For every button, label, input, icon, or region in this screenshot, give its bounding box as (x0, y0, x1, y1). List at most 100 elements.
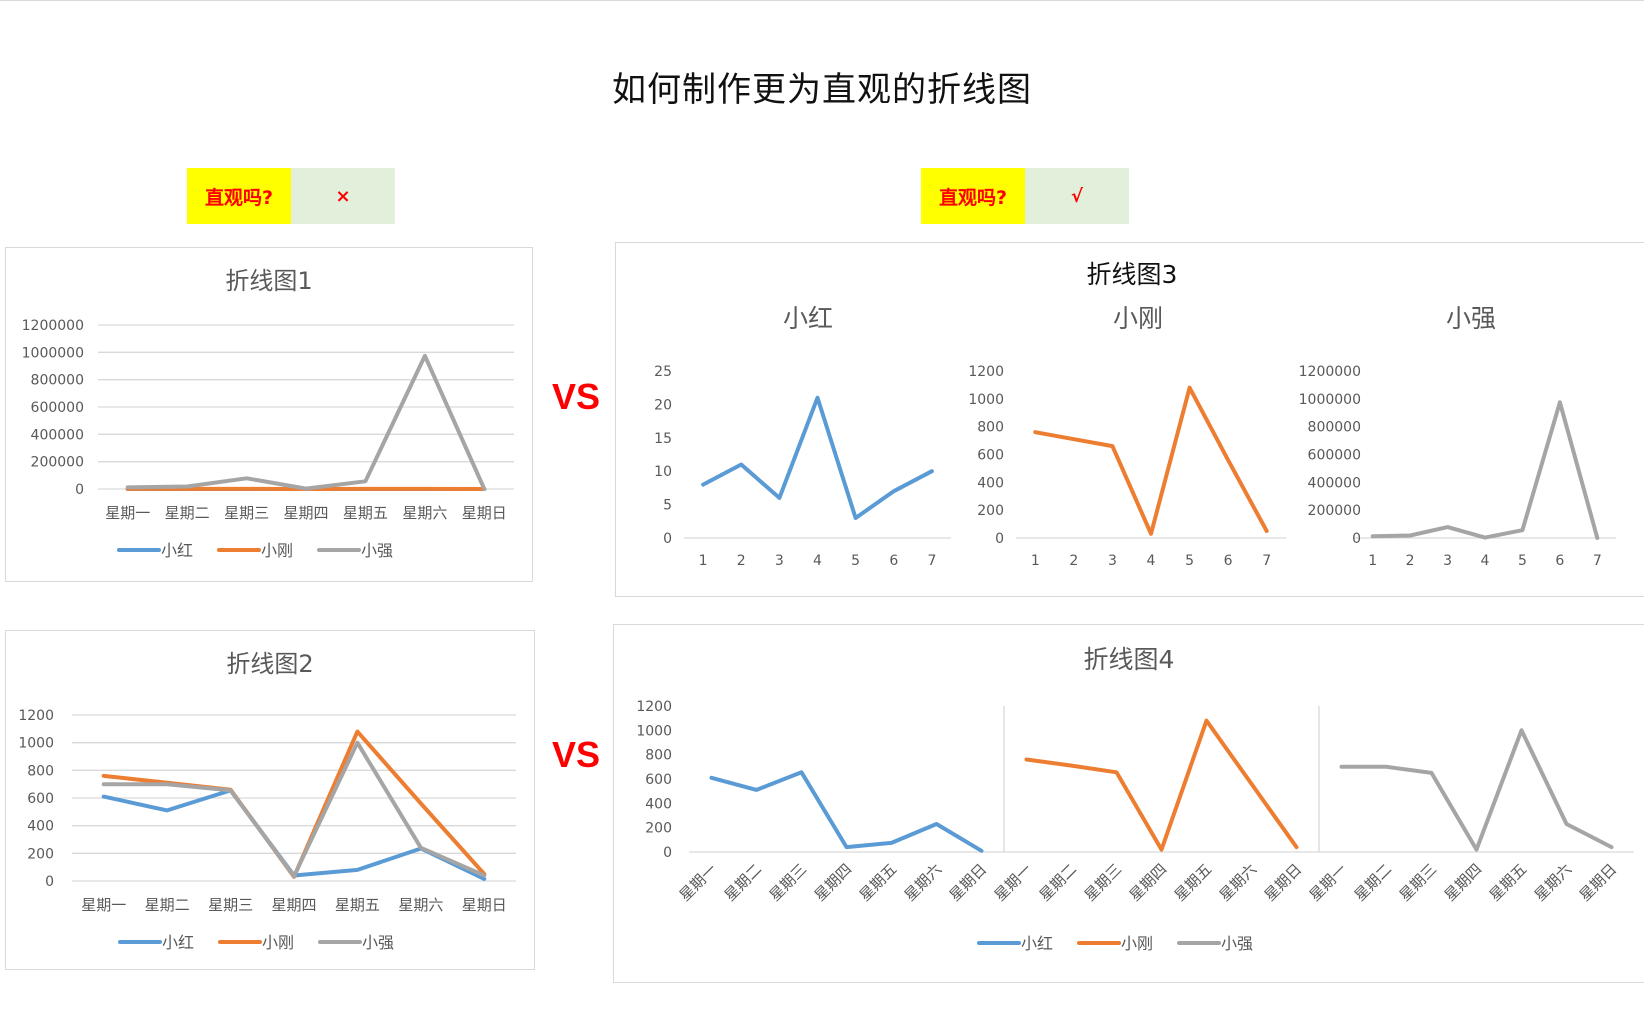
chart3-sub1-y-tick-label: 5 (663, 498, 672, 514)
chart4-y-tick-label: 200 (645, 821, 672, 837)
chart3-sub1-x-tick-label: 2 (737, 553, 746, 569)
chart2-legend-label-2: 小刚 (262, 933, 294, 952)
chart1-title: 折线图1 (225, 267, 312, 295)
chart3-sub3-y-tick-label: 600000 (1308, 448, 1361, 464)
chart3-sub1-y-tick-label: 0 (663, 531, 672, 547)
chart4-x-tick-label: 星期五 (1486, 860, 1531, 905)
chart3-title: 折线图3 (1087, 260, 1178, 289)
chart3-sub1-series-line (701, 395, 934, 520)
chart4-y-tick-label: 400 (645, 796, 672, 812)
chart3-sub3-x-tick-label: 4 (1481, 553, 1490, 569)
chart3-sub3-x-tick-label: 3 (1443, 553, 1452, 569)
chart3-sub3-x-tick-label: 1 (1368, 553, 1377, 569)
chart2-title: 折线图2 (226, 650, 313, 678)
chart3-sub1-y-tick-label: 20 (654, 397, 672, 413)
chart4-series-line-3 (1339, 728, 1614, 852)
chart3-sub2-series-line (1033, 385, 1269, 536)
chart1-x-tick-label: 星期四 (283, 504, 328, 522)
chart4-x-tick-label: 星期三 (766, 860, 811, 905)
chart3-sub2-y-tick-label: 800 (977, 420, 1004, 436)
chart3-sub3-x-tick-label: 5 (1518, 553, 1527, 569)
chart1-y-tick-label: 0 (75, 482, 84, 498)
chart3-sub3-title: 小强 (1446, 304, 1496, 333)
chart2-panel[interactable]: 折线图2 0 200 400 600 800 1000 1200 星期一 星期二 星期三 星期四 星期五… (5, 630, 535, 970)
chart4-legend-label-1: 小红 (1021, 934, 1053, 953)
vs-label-bottom: VS (552, 734, 601, 775)
chart3-sub1-y-tick-label: 25 (654, 364, 672, 380)
chart2-series-line-3 (101, 740, 487, 879)
chart2-series-line-2 (101, 729, 487, 879)
chart2-x-tick-label: 星期五 (335, 896, 380, 914)
chart3-sub3-x-tick-label: 6 (1555, 553, 1564, 569)
chart2-svg: 折线图2 0 200 400 600 800 1000 1200 星期一 星期二 星期三 星期四 星期五… (18, 650, 516, 952)
chart3-panel[interactable]: 折线图3 小红 0 5 10 15 20 25 1 2 3 4 5 6 7 小刚 0 200 400 600 800 10… (615, 242, 1644, 597)
chart3-sub2-x-tick-label: 3 (1108, 553, 1117, 569)
chart2-y-tick-label: 1000 (18, 736, 54, 752)
chart3-sub2-x-tick-label: 2 (1069, 553, 1078, 569)
chart3-sub2-title: 小刚 (1113, 304, 1163, 333)
chart4-y-tick-label: 800 (645, 748, 672, 764)
chart4-x-tick-label: 星期日 (946, 860, 991, 905)
chart2-y-tick-label: 0 (45, 874, 54, 890)
chart1-legend-label-1: 小红 (161, 541, 193, 560)
chart4-x-tick-label: 星期六 (901, 860, 946, 905)
chart4-x-tick-label: 星期三 (1396, 860, 1441, 905)
chart4-legend-label-3: 小强 (1221, 934, 1253, 953)
chart3-sub1-y-tick-label: 15 (654, 431, 672, 447)
chart1-y-tick-label: 200000 (31, 455, 84, 471)
chart3-sub2-y-tick-label: 400 (977, 475, 1004, 491)
chart2-x-tick-label: 星期一 (81, 896, 126, 914)
chart3-sub3-y-tick-label: 200000 (1308, 503, 1361, 519)
chart2-x-tick-label: 星期三 (208, 896, 253, 914)
chart2-legend-label-3: 小强 (362, 933, 394, 952)
chart4-x-tick-label: 星期二 (1351, 860, 1396, 905)
chart1-x-tick-label: 星期日 (462, 504, 507, 522)
right-answer-cell: √ (1025, 168, 1129, 224)
chart1-y-tick-label: 400000 (31, 427, 84, 443)
chart2-x-tick-label: 星期六 (398, 896, 443, 914)
chart1-x-tick-label: 星期三 (224, 504, 269, 522)
chart3-sub1-x-tick-label: 5 (851, 553, 860, 569)
chart4-y-tick-label: 0 (663, 845, 672, 861)
chart2-x-tick-label: 星期四 (271, 896, 316, 914)
chart2-x-tick-label: 星期日 (462, 896, 507, 914)
chart4-legend-label-2: 小刚 (1121, 934, 1153, 953)
chart3-sub2-y-tick-label: 0 (995, 531, 1004, 547)
chart3-sub1-x-tick-label: 6 (889, 553, 898, 569)
chart4-x-tick-label: 星期一 (991, 860, 1036, 905)
chart3-sub3-y-tick-label: 1200000 (1299, 364, 1361, 380)
chart3-sub2-y-tick-label: 1200 (968, 364, 1004, 380)
chart3-sub3-series-line (1370, 400, 1600, 540)
chart4-x-tick-label: 星期四 (1126, 860, 1171, 905)
chart1-y-tick-label: 800000 (31, 373, 84, 389)
chart4-title: 折线图4 (1084, 645, 1175, 674)
chart1-x-tick-label: 星期一 (105, 504, 150, 522)
chart1-legend-label-2: 小刚 (261, 541, 293, 560)
chart4-x-tick-label: 星期日 (1576, 860, 1621, 905)
chart3-sub2-x-tick-label: 1 (1031, 553, 1040, 569)
chart4-panel[interactable]: 折线图4 0 200 400 600 800 1000 1200 星期一 星期二 星期三 星期四 星期五… (613, 624, 1644, 983)
chart1-svg: 折线图1 0 200000 400000 600000 800000 1000000 1200… (22, 267, 514, 560)
chart3-sub3-y-tick-label: 1000000 (1299, 392, 1361, 408)
chart3-sub3-y-tick-label: 800000 (1308, 420, 1361, 436)
chart4-x-tick-label: 星期一 (676, 860, 721, 905)
chart3-sub1-y-tick-label: 10 (654, 464, 672, 480)
left-question-cell: 直观吗? (187, 168, 291, 224)
chart2-y-tick-label: 400 (27, 819, 54, 835)
chart1-y-tick-label: 1000000 (22, 345, 84, 361)
chart3-sub1-x-tick-label: 4 (813, 553, 822, 569)
chart4-y-tick-label: 600 (645, 772, 672, 788)
chart4-series-line-1 (709, 770, 984, 853)
chart1-panel[interactable]: 折线图1 0 200000 400000 600000 800000 1000000 1200… (5, 247, 533, 582)
chart4-x-tick-label: 星期二 (1036, 860, 1081, 905)
chart4-x-tick-label: 星期六 (1216, 860, 1261, 905)
chart1-x-tick-label: 星期二 (165, 504, 210, 522)
chart3-sub2-x-tick-label: 6 (1224, 553, 1233, 569)
chart2-legend-label-1: 小红 (162, 933, 194, 952)
chart3-sub2-x-tick-label: 5 (1185, 553, 1194, 569)
chart3-sub3-x-tick-label: 2 (1406, 553, 1415, 569)
chart4-series-line-2 (1024, 718, 1299, 852)
chart3-sub3-x-tick-label: 7 (1593, 553, 1602, 569)
chart4-x-tick-label: 星期六 (1531, 860, 1576, 905)
